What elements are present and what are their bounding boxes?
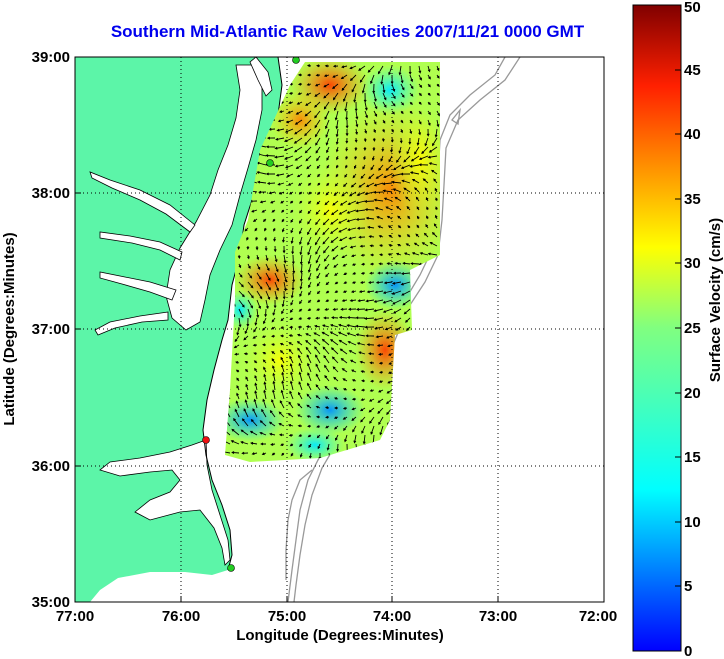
colorbar-label: Surface Velocity (cm/s)	[707, 218, 724, 382]
station-marker	[227, 564, 235, 572]
albemarle-pamlico-sound	[99, 439, 231, 566]
station-marker	[292, 57, 300, 64]
colorbar	[632, 4, 682, 652]
colorbar-tick-label: 10	[684, 514, 701, 531]
colorbar-ticks	[675, 4, 681, 587]
x-tick-label: 75:00	[268, 608, 306, 625]
x-tick-label: 76:00	[162, 608, 200, 625]
map-title: Southern Mid-Atlantic Raw Velocities 200…	[110, 22, 585, 41]
y-tick-label: 38:00	[32, 185, 70, 202]
grid-lines	[75, 57, 604, 602]
colorbar-tick-label: 35	[684, 191, 701, 208]
york-james-rivers	[94, 271, 177, 336]
y-tick-label: 36:00	[32, 458, 70, 475]
station-marker	[202, 436, 210, 444]
y-tick-label: 37:00	[32, 321, 70, 338]
colorbar-tick-label: 5	[684, 578, 692, 595]
x-tick-label: 73:00	[479, 608, 517, 625]
potomac-river	[89, 171, 196, 233]
colorbar-tick-label: 20	[684, 385, 701, 402]
colorbar-tick-label: 25	[684, 320, 701, 337]
colorbar-tick-label: 0	[684, 643, 692, 659]
colorbar-tick-label: 50	[684, 0, 701, 16]
x-tick-label: 77:00	[56, 608, 94, 625]
station-marker	[266, 159, 274, 167]
x-tick-label: 72:00	[579, 608, 617, 625]
axis-ticks	[74, 56, 605, 603]
colorbar-tick-label: 40	[684, 126, 701, 143]
x-axis-label: Longitude (Degrees:Minutes)	[236, 627, 444, 644]
delaware-bay	[249, 57, 273, 97]
chesapeake-bay	[165, 64, 263, 331]
colorbar-tick-label: 15	[684, 449, 701, 466]
y-axis-label: Latitude (Degrees:Minutes)	[1, 232, 18, 425]
colorbar-tick-label: 30	[684, 255, 701, 272]
y-tick-label: 39:00	[32, 49, 70, 66]
colorbar-tick-label: 45	[684, 62, 701, 79]
y-tick-label: 35:00	[32, 594, 70, 611]
x-tick-label: 74:00	[373, 608, 411, 625]
rappahannock-river	[99, 231, 183, 261]
